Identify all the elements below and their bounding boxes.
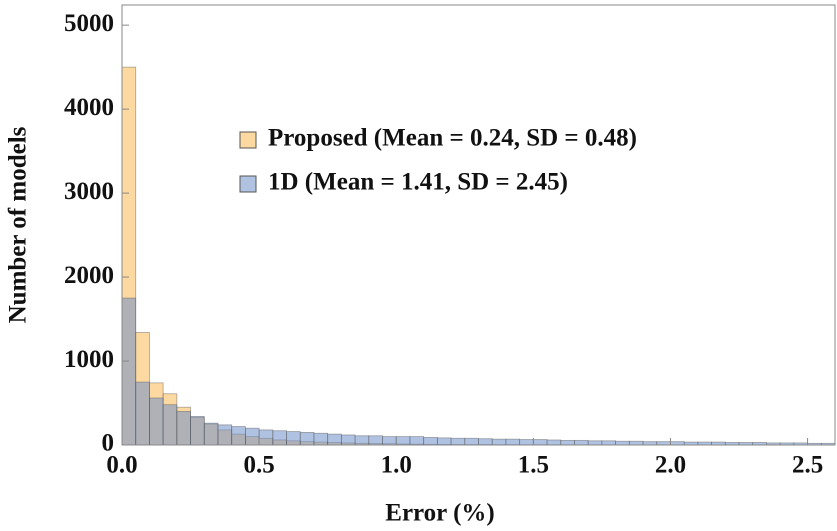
histogram-bar xyxy=(313,432,329,446)
y-tick-label: 4000 xyxy=(64,94,114,121)
histogram-bar xyxy=(203,422,219,446)
x-tick-label: 0.5 xyxy=(243,452,274,479)
histogram-bar xyxy=(299,432,315,446)
histogram-bar xyxy=(162,404,178,446)
y-axis-label: Number of models xyxy=(5,126,32,323)
legend-label: 1D (Mean = 1.41, SD = 2.45) xyxy=(268,169,568,196)
y-tick-label: 0 xyxy=(102,430,115,457)
x-tick-label: 1.0 xyxy=(381,452,412,479)
y-tick-label: 1000 xyxy=(64,346,114,373)
histogram-bar xyxy=(601,440,617,446)
histogram-bar xyxy=(587,440,603,446)
histogram-bar xyxy=(272,430,287,446)
histogram-bar xyxy=(409,436,425,446)
x-tick-label: 1.5 xyxy=(518,452,549,479)
histogram-bar xyxy=(382,436,397,446)
histogram-bar xyxy=(190,416,205,446)
histogram-bar xyxy=(642,441,658,446)
y-tick-label: 3000 xyxy=(64,178,114,205)
histogram-bar xyxy=(327,433,342,446)
x-tick-label: 2.0 xyxy=(655,452,686,479)
histogram-bar xyxy=(286,431,301,446)
histogram-bar xyxy=(176,411,191,446)
histogram-bar xyxy=(258,429,274,446)
y-tick-label: 2000 xyxy=(64,262,114,289)
histogram-bar xyxy=(505,438,521,446)
legend-swatch xyxy=(239,175,257,193)
x-tick-label: 2.5 xyxy=(792,452,823,479)
histogram-bar xyxy=(491,438,507,446)
histogram-bar xyxy=(354,435,370,446)
histogram-bar xyxy=(628,440,644,446)
histogram-bar xyxy=(423,437,438,446)
histogram-bar xyxy=(519,439,534,446)
histogram-bar xyxy=(656,441,671,446)
histogram-bar xyxy=(574,439,589,446)
histogram-bar xyxy=(121,297,137,446)
histogram-bar xyxy=(532,439,548,446)
histogram-bar xyxy=(231,426,246,446)
histogram-bar xyxy=(340,434,356,446)
histogram-bar xyxy=(546,439,562,446)
histogram-bar xyxy=(217,424,233,446)
histogram-bar xyxy=(135,381,150,446)
histogram-bar xyxy=(436,437,452,446)
histogram-bar xyxy=(464,437,479,446)
legend-label: Proposed (Mean = 0.24, SD = 0.48) xyxy=(268,125,637,152)
histogram-bar xyxy=(149,397,164,446)
legend-swatch xyxy=(239,131,257,149)
histogram-bar xyxy=(368,435,383,446)
histogram-bar xyxy=(450,437,466,446)
histogram-bar xyxy=(245,427,260,446)
x-tick-label: 0.0 xyxy=(106,452,137,479)
histogram-bar xyxy=(670,441,685,446)
plot-frame xyxy=(121,4,836,446)
x-axis-label: Error (%) xyxy=(385,500,494,527)
histogram-bar xyxy=(395,436,411,446)
histogram-bar xyxy=(560,439,575,446)
histogram-bar xyxy=(615,440,630,446)
y-tick-label: 5000 xyxy=(64,10,114,37)
histogram-bar xyxy=(478,438,493,446)
